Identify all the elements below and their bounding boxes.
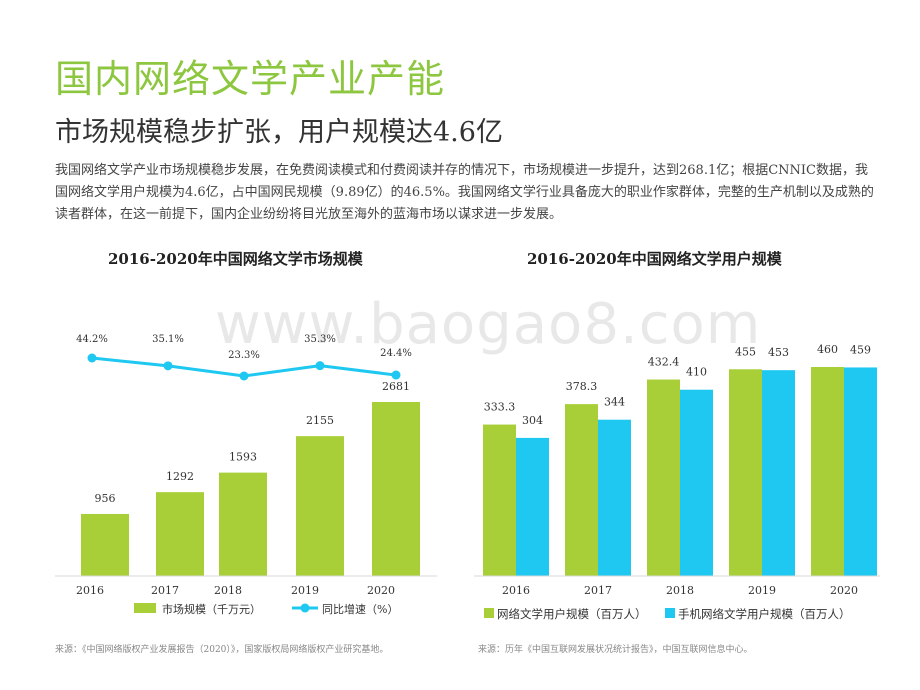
page-title: 国内网络文学产业产能 xyxy=(55,57,446,101)
x-tick-label: 2020 xyxy=(367,584,395,597)
growth-rate-point xyxy=(391,370,401,380)
legend-label-market-size: 市场规模（千万元） xyxy=(162,602,261,616)
market-size-label: 1292 xyxy=(166,470,194,483)
mobile-users-bar xyxy=(598,419,631,576)
total-users-label: 432.4 xyxy=(648,356,680,369)
mobile-users-label: 344 xyxy=(604,396,625,409)
market-size-bar xyxy=(81,513,129,576)
growth-rate-label: 35.1% xyxy=(152,334,184,345)
x-tick-label: 2016 xyxy=(76,584,104,597)
total-users-bar xyxy=(647,379,680,576)
market-size-label: 956 xyxy=(95,492,116,505)
legend-marker-growth xyxy=(300,603,310,613)
left-source-note: 来源：《中国网络版权产业发展报告（2020）》，国家版权局网络版权产业研究基地。 xyxy=(55,645,389,655)
legend-label-growth: 同比增速（%） xyxy=(322,602,398,616)
market-size-bar xyxy=(372,402,420,576)
growth-rate-point xyxy=(315,361,325,371)
total-users-bar xyxy=(729,369,762,576)
mobile-users-label: 410 xyxy=(686,366,707,379)
total-users-label: 333.3 xyxy=(484,401,516,414)
legend-label-total-users: 网络文学用户规模（百万人） xyxy=(497,607,647,621)
total-users-label: 455 xyxy=(735,345,756,358)
x-tick-label: 2017 xyxy=(584,584,612,597)
legend-swatch-total-users xyxy=(484,608,494,618)
legend-swatch-mobile-users xyxy=(665,608,675,618)
total-users-label: 378.3 xyxy=(566,380,598,393)
total-users-bar xyxy=(565,404,598,576)
total-users-bar xyxy=(811,367,844,576)
growth-rate-point xyxy=(163,361,173,371)
growth-rate-label: 24.4% xyxy=(380,348,412,359)
page-subtitle: 市场规模稳步扩张，用户规模达4.6亿 xyxy=(55,117,503,148)
total-users-label: 460 xyxy=(817,343,838,356)
mobile-users-label: 304 xyxy=(522,414,543,427)
market-size-label: 1593 xyxy=(229,451,257,464)
right-chart-title: 2016-2020年中国网络文学用户规模 xyxy=(527,250,782,268)
mobile-users-bar xyxy=(844,367,877,576)
market-size-bar xyxy=(296,436,344,576)
growth-rate-point xyxy=(239,371,249,381)
market-size-label: 2155 xyxy=(306,414,334,427)
mobile-users-label: 453 xyxy=(768,346,789,359)
market-size-bar xyxy=(219,472,267,576)
right-source-note: 来源：历年《中国互联网发展状况统计报告》，中国互联网信息中心。 xyxy=(478,645,753,655)
total-users-bar xyxy=(483,424,516,576)
growth-rate-point xyxy=(87,353,97,363)
x-tick-label: 2019 xyxy=(748,584,776,597)
growth-rate-label: 23.3% xyxy=(228,350,260,361)
x-tick-label: 2018 xyxy=(666,584,694,597)
market-size-bar xyxy=(156,492,204,576)
legend-swatch-market-size xyxy=(134,603,156,613)
x-tick-label: 2019 xyxy=(291,584,319,597)
mobile-users-bar xyxy=(762,370,795,576)
legend-label-mobile-users: 手机网络文学用户规模（百万人） xyxy=(678,607,851,621)
x-tick-label: 2017 xyxy=(151,584,179,597)
growth-rate-label: 44.2% xyxy=(76,334,108,345)
mobile-users-bar xyxy=(680,389,713,576)
x-tick-label: 2016 xyxy=(502,584,530,597)
x-tick-label: 2020 xyxy=(830,584,858,597)
x-tick-label: 2018 xyxy=(214,584,242,597)
summary-paragraph: 我国网络文学产业市场规模稳步发展，在免费阅读模式和付费阅读并存的情况下，市场规模… xyxy=(55,163,874,222)
watermark: www.baogao8.com xyxy=(215,292,762,357)
mobile-users-label: 459 xyxy=(850,343,871,356)
market-size-label: 2681 xyxy=(382,380,410,393)
growth-rate-label: 35.3% xyxy=(304,334,336,345)
mobile-users-bar xyxy=(516,437,549,576)
left-chart-title: 2016-2020年中国网络文学市场规模 xyxy=(108,250,363,268)
